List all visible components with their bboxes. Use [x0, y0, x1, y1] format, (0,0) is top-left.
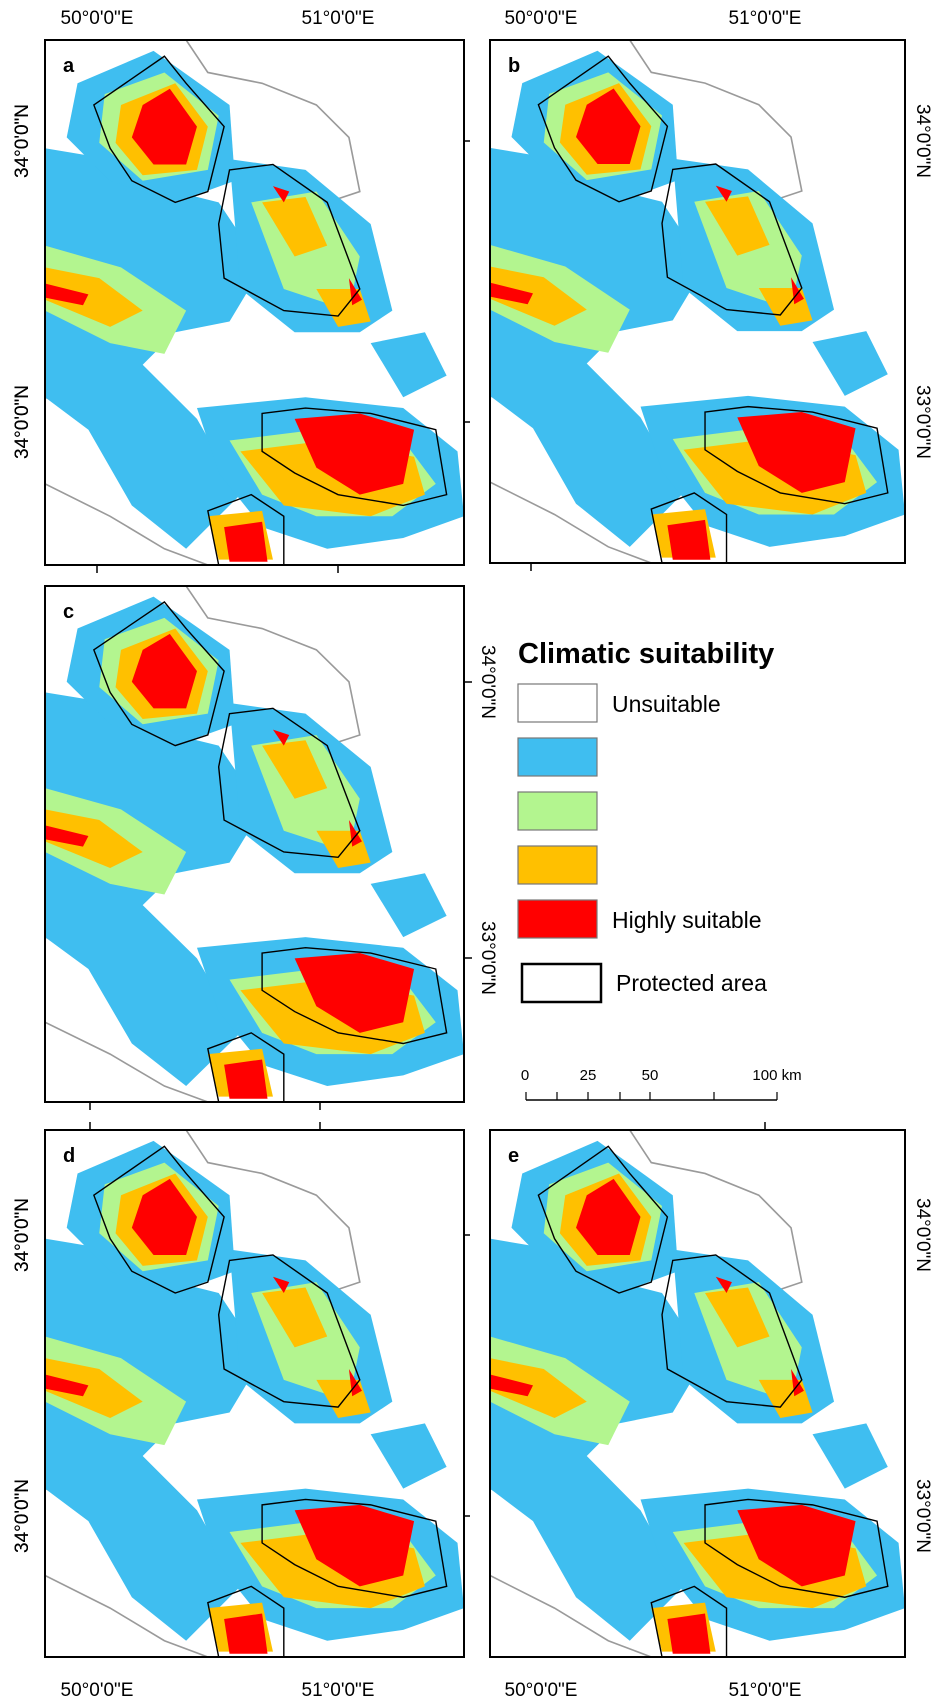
legend-swatch [517, 791, 598, 831]
map [490, 1130, 905, 1657]
map [45, 40, 464, 565]
latitude-label: 34°0'0"N [12, 385, 33, 459]
latitude-label: 34°0'0"N [12, 104, 33, 178]
panel-frame [44, 39, 465, 566]
map-panels [44, 39, 906, 1658]
latitude-label: 33°0'0"N [912, 385, 933, 459]
latitude-label: 34°0'0"N [477, 645, 498, 719]
legend-title: Climatic suitability [518, 638, 774, 670]
longitude-label: 51°0'0"E [729, 8, 802, 29]
panel-label: b [508, 55, 520, 77]
latitude-label: 34°0'0"N [912, 104, 933, 178]
map [490, 40, 905, 563]
latitude-label: 33°0'0"N [912, 1479, 933, 1553]
latitude-label: 34°0'0"N [912, 1198, 933, 1272]
scale-label: 25 [580, 1067, 597, 1084]
longitude-label: 50°0'0"E [505, 8, 578, 29]
longitude-label: 51°0'0"E [302, 8, 375, 29]
longitude-label: 51°0'0"E [302, 1680, 375, 1701]
longitude-label: 50°0'0"E [61, 1680, 134, 1701]
scale-label: 50 [642, 1067, 659, 1084]
map [45, 1130, 464, 1657]
panel-label: d [63, 1145, 75, 1167]
labels: a b c d e 50°0'0"E 51°0'0"E 50°0'0"E 51°0'0"E 50°… [12, 8, 933, 1701]
panel-frame [44, 1129, 465, 1658]
legend-swatch [517, 899, 598, 939]
legend-swatch [517, 737, 598, 777]
panel-label: a [63, 55, 75, 77]
legend-swatch [517, 845, 598, 885]
latitude-label: 34°0'0"N [12, 385, 33, 459]
scale-label: 0 [521, 1067, 529, 1084]
legend-label: Unsuitable [612, 691, 721, 717]
panel-label: c [63, 601, 74, 623]
panel-label: e [508, 1145, 519, 1167]
latitude-label: 34°0'0"N [12, 1479, 33, 1553]
scale-label: 100 km [752, 1067, 801, 1084]
map [45, 586, 464, 1102]
latitude-label: 34°0'0"N [12, 1198, 33, 1272]
panel-frame [489, 1129, 906, 1658]
legend-swatch [517, 683, 598, 723]
panel-frame [44, 585, 465, 1103]
legend-label: Highly suitable [612, 907, 762, 933]
latitude-label: 34°0'0"N [12, 104, 33, 178]
longitude-label: 50°0'0"E [61, 8, 134, 29]
legend: Climatic suitability Unsuitable Highly sui… [517, 638, 802, 1101]
panel-frame [489, 39, 906, 564]
latitude-label: 34°0'0"N [12, 1198, 33, 1272]
latitude-label: 34°0'0"N [12, 1479, 33, 1553]
legend-swatch [520, 962, 603, 1004]
latitude-label: 33°0'0"N [477, 921, 498, 995]
longitude-label: 50°0'0"E [505, 1680, 578, 1701]
legend-label: Protected area [616, 970, 767, 996]
longitude-label: 51°0'0"E [729, 1680, 802, 1701]
